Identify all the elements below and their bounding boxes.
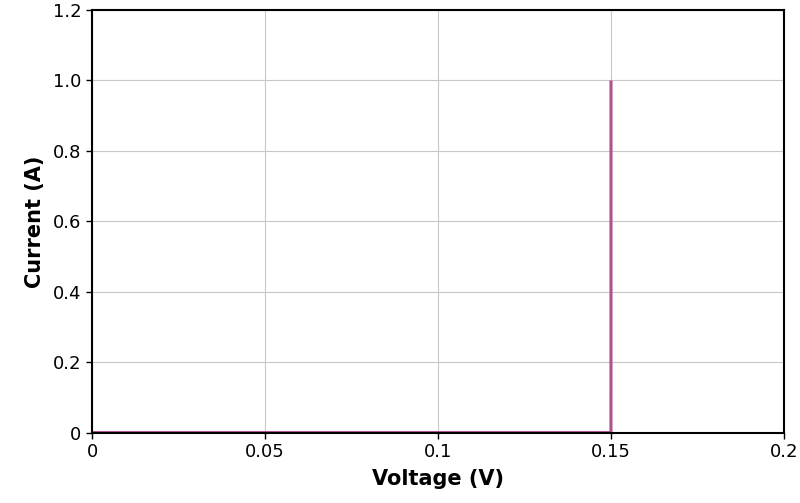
- Y-axis label: Current (A): Current (A): [25, 155, 45, 288]
- X-axis label: Voltage (V): Voltage (V): [372, 469, 504, 489]
